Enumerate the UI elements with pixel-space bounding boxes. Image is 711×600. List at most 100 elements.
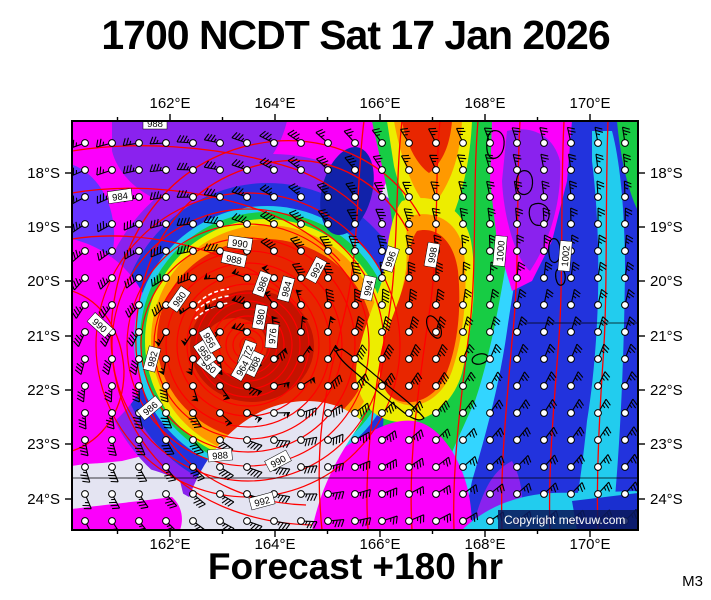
wind-barb	[297, 345, 314, 363]
wind-barb	[97, 274, 116, 290]
wind-barb	[351, 431, 371, 444]
wind-barb	[243, 436, 263, 452]
wind-barb	[125, 301, 143, 318]
wind-barb	[513, 371, 530, 390]
model-tag: M3	[682, 573, 703, 590]
station-dot	[540, 193, 548, 201]
wind-barb	[291, 262, 306, 282]
wind-barb	[96, 220, 116, 233]
wind-barb	[459, 207, 469, 228]
station-dot	[405, 139, 413, 147]
wind-barb	[149, 136, 170, 147]
lat-tick-label: 20°S	[650, 273, 683, 290]
station-dot	[189, 382, 197, 390]
station-dot	[81, 436, 89, 444]
station-dot	[81, 463, 89, 471]
station-dot	[270, 409, 278, 417]
station-dot	[405, 490, 413, 498]
station-dot	[243, 409, 251, 417]
wind-barb	[287, 129, 305, 147]
svg-text:1002: 1002	[560, 245, 573, 267]
station-dot	[270, 193, 278, 201]
wind-barb	[405, 372, 423, 390]
station-dot	[108, 463, 116, 471]
wind-barb	[486, 316, 501, 336]
station-dot	[189, 220, 197, 228]
station-dot	[486, 274, 494, 282]
station-dot	[324, 220, 332, 228]
lon-tick-label: 168°E	[464, 536, 505, 553]
station-dot	[432, 328, 440, 336]
wind-barb	[346, 208, 359, 228]
wind-barb	[621, 153, 632, 174]
svg-text:998: 998	[426, 246, 440, 264]
wind-barb	[513, 234, 525, 255]
wind-barb	[540, 426, 558, 444]
wind-barb	[621, 371, 638, 390]
station-dot	[351, 517, 359, 525]
wind-barb	[324, 404, 344, 418]
station-dot	[513, 355, 521, 363]
station-dot	[162, 382, 170, 390]
station-dot	[270, 517, 278, 525]
wind-barb	[259, 157, 278, 174]
station-dot	[324, 139, 332, 147]
wind-barb	[231, 268, 251, 282]
station-dot	[594, 166, 602, 174]
lat-tick-label: 21°S	[650, 328, 683, 345]
station-dot	[567, 382, 575, 390]
isobar-label: 988	[142, 121, 168, 130]
station-dot	[594, 193, 602, 201]
wind-barb	[124, 274, 143, 289]
wind-barb	[459, 288, 473, 309]
wind-barb	[567, 207, 578, 228]
wind-barb	[432, 316, 447, 336]
wind-barb	[261, 264, 278, 282]
station-dot	[108, 409, 116, 417]
wind-barb	[79, 436, 89, 457]
copyright-box: Copyright metvuw.com	[498, 510, 638, 530]
wind-barb	[162, 463, 177, 482]
wind-barb	[231, 185, 251, 201]
lon-tick-label: 170°E	[569, 95, 610, 112]
wind-barb	[430, 181, 440, 201]
svg-text:988: 988	[225, 253, 243, 267]
station-dot	[216, 166, 224, 174]
station-dot	[405, 247, 413, 255]
wind-barb	[540, 234, 552, 255]
svg-text:980: 980	[254, 308, 268, 326]
isobar-label: 1000	[492, 235, 508, 267]
wind-barb	[72, 193, 89, 205]
wind-barb	[98, 301, 116, 319]
wind-barb	[216, 382, 230, 401]
station-dot	[189, 355, 197, 363]
station-dot	[216, 274, 224, 282]
station-dot	[189, 463, 197, 471]
station-dot	[216, 355, 224, 363]
wind-barb	[594, 207, 606, 228]
station-dot	[216, 382, 224, 390]
station-dot	[135, 463, 143, 471]
station-dot	[189, 436, 197, 444]
wind-barb	[72, 166, 89, 177]
wind-barb	[621, 180, 632, 201]
wind-barb	[76, 382, 89, 403]
station-dot	[324, 166, 332, 174]
wind-barb	[405, 316, 420, 336]
wind-barb	[486, 427, 505, 444]
wind-barb	[176, 135, 197, 147]
station-dot	[405, 382, 413, 390]
wind-barb	[540, 261, 553, 282]
station-dot	[162, 139, 170, 147]
wind-barb	[594, 481, 613, 498]
station-dot	[621, 436, 629, 444]
station-dot	[459, 517, 467, 525]
wind-barb	[594, 153, 604, 174]
station-dot	[378, 139, 386, 147]
station-dot	[189, 409, 197, 417]
wind-barb	[378, 487, 398, 498]
wind-barb	[428, 127, 440, 147]
station-dot	[594, 274, 602, 282]
lat-tick-label: 19°S	[27, 219, 60, 236]
